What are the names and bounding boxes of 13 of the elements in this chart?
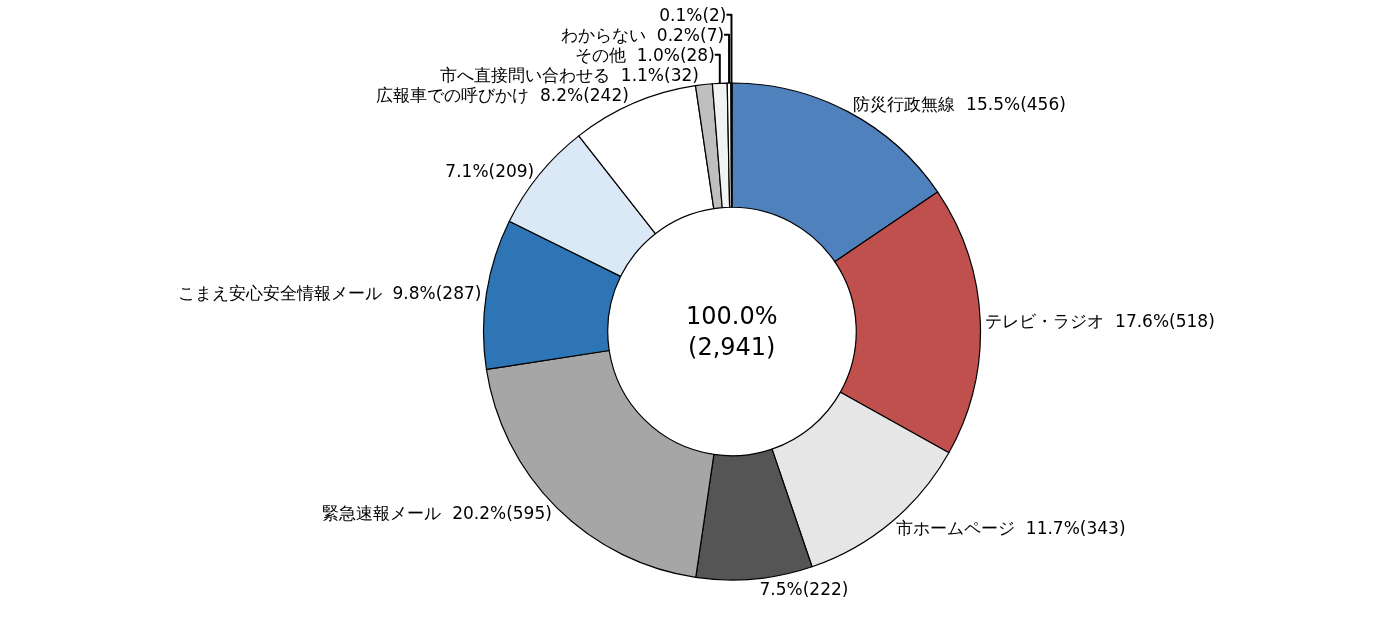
slice-label: その他 1.0%(28) (574, 44, 715, 65)
slice-label: 防災行政無線 15.5%(456) (853, 94, 1066, 115)
slice-label: 市へ直接問い合わせる 1.1%(32) (440, 64, 699, 85)
data-label: 0.1%(2) (659, 4, 727, 25)
slice-label: テレビ・ラジオ 17.6%(518) (985, 310, 1215, 331)
text: 100.0% (2,941) (686, 302, 778, 362)
slice-label: 緊急速報メール 20.2%(595) (322, 502, 552, 523)
slice-label: 広報車での呼びかけ 8.2%(242) (376, 84, 629, 105)
slice-label: わからない 0.2%(7) (561, 24, 725, 45)
data-label: 7.5%(222) (759, 578, 849, 599)
slice-label: こまえ安心安全情報メール 9.8%(287) (177, 283, 482, 304)
slice-label: 市ホームページ 11.7%(343) (896, 518, 1126, 539)
data-label: 7.1%(209) (445, 160, 535, 181)
